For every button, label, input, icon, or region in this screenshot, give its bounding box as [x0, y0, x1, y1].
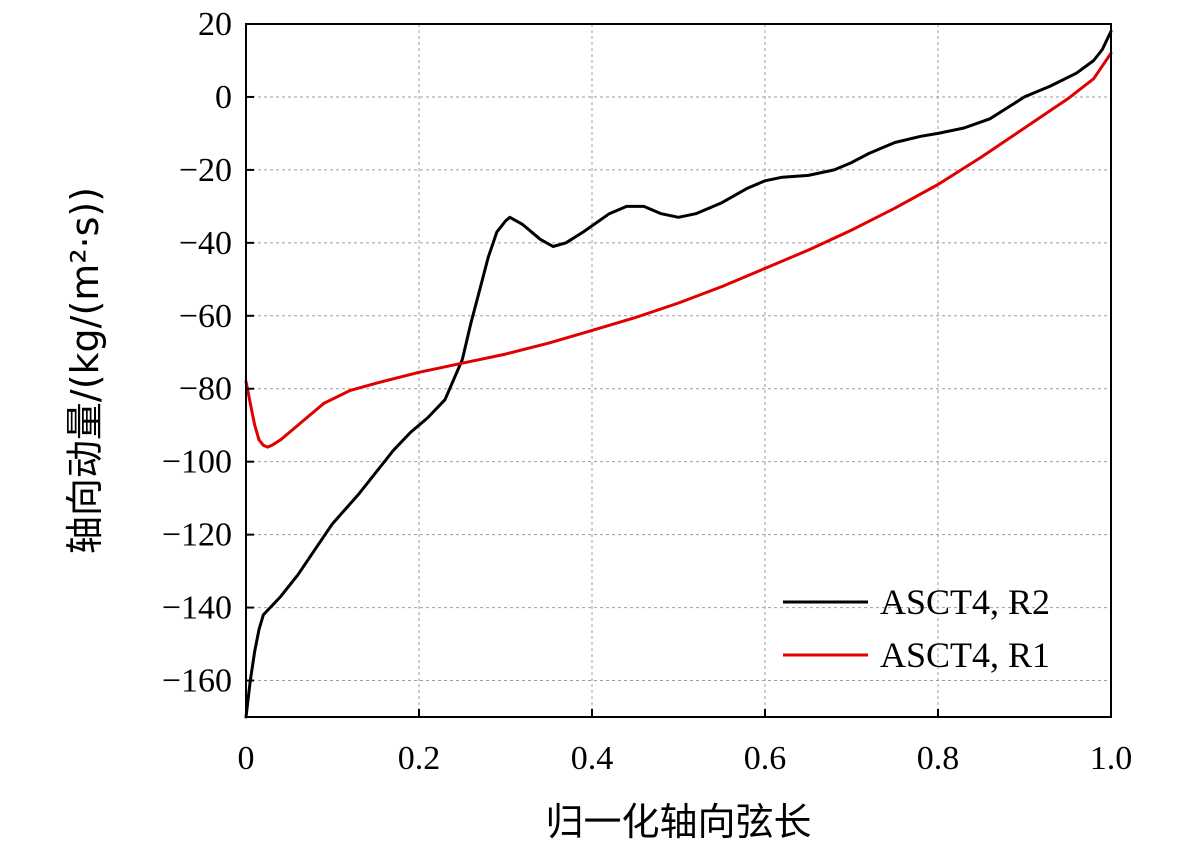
legend: ASCT4, R2 ASCT4, R1 — [783, 582, 1050, 675]
y-tick-label: −100 — [162, 444, 232, 481]
y-tick-label: −80 — [179, 371, 232, 408]
y-tick-label: −140 — [162, 590, 232, 627]
tick-labels: 20 0 −20 −40 −60 −80 −100 −120 −140 −160 0 0.2 0.4 0.… — [162, 6, 1132, 777]
y-tick-label: 20 — [198, 6, 232, 43]
x-tick-label: 0.6 — [744, 740, 787, 777]
x-tick-label: 1.0 — [1090, 740, 1133, 777]
y-tick-label: −20 — [179, 152, 232, 189]
y-axis-title: 轴向动量/(kg/(m²·s)) — [63, 187, 107, 554]
y-tick-label: −60 — [179, 298, 232, 335]
x-axis-title: 归一化轴向弦长 — [545, 800, 811, 844]
y-tick-label: −160 — [162, 663, 232, 700]
series-lines — [244, 29, 1113, 719]
x-tick-label: 0.2 — [398, 740, 441, 777]
x-tick-label: 0.4 — [571, 740, 614, 777]
series-line-0 — [244, 29, 1113, 719]
series-line-1 — [244, 51, 1113, 449]
plot-frame — [245, 23, 1112, 718]
y-tick-label: −120 — [162, 517, 232, 554]
y-tick-label: −40 — [179, 225, 232, 262]
x-tick-label: 0 — [238, 740, 255, 777]
legend-label-ascT4-r1: ASCT4, R1 — [880, 635, 1050, 675]
gridlines — [246, 24, 1111, 717]
x-tick-label: 0.8 — [917, 740, 960, 777]
axis-ticks — [245, 23, 1112, 717]
y-tick-label: 0 — [215, 79, 232, 116]
legend-label-ascT4-r2: ASCT4, R2 — [880, 582, 1050, 622]
